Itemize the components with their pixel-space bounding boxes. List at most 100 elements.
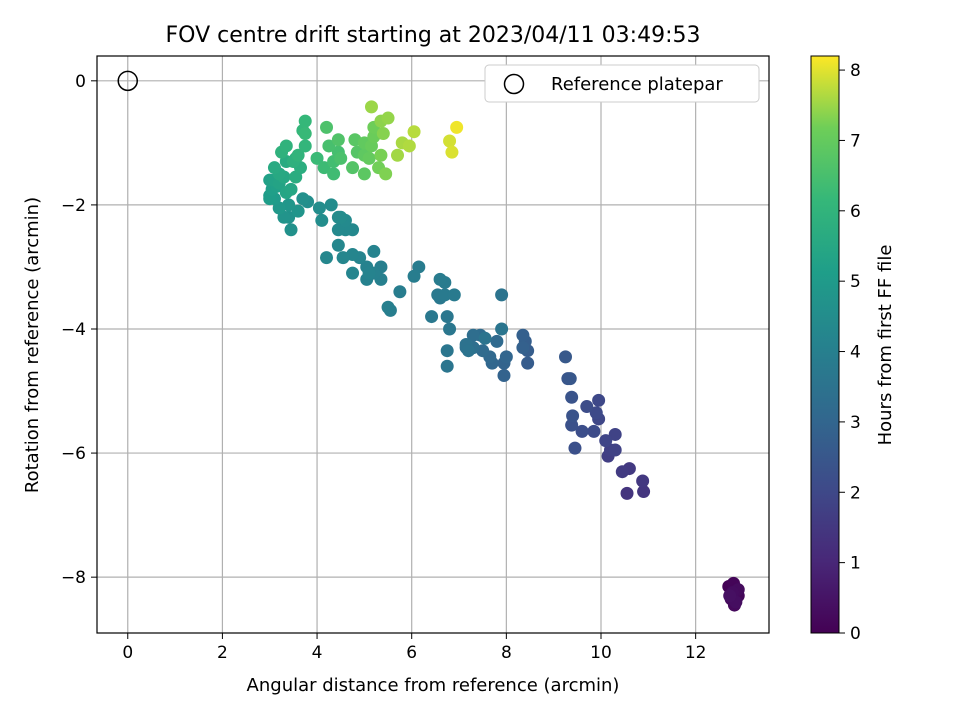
data-point — [466, 328, 480, 342]
data-point — [438, 288, 452, 302]
data-point — [362, 266, 376, 280]
data-point — [324, 198, 338, 212]
data-point — [374, 148, 388, 162]
data-point — [279, 139, 293, 153]
data-point — [559, 350, 573, 364]
x-tick-label: 12 — [685, 643, 707, 663]
data-point — [296, 192, 310, 206]
data-point — [376, 127, 390, 141]
data-point — [320, 120, 334, 134]
x-tick-label: 4 — [312, 643, 323, 663]
data-point — [327, 167, 341, 181]
data-point — [334, 151, 348, 165]
data-point — [391, 148, 405, 162]
data-point — [331, 238, 345, 252]
data-point — [440, 344, 454, 358]
legend: Reference platepar — [484, 64, 760, 103]
data-point — [615, 465, 629, 479]
data-point — [521, 356, 535, 370]
x-axis-label: Angular distance from reference (arcmin) — [247, 675, 620, 696]
x-axis-ticks: 0 2 4 6 8 10 12 — [122, 633, 706, 663]
data-point — [516, 328, 530, 342]
data-point — [499, 350, 513, 364]
data-point — [364, 100, 378, 114]
data-point — [312, 201, 326, 215]
colorbar-tick-label: 8 — [850, 61, 861, 81]
data-point — [497, 369, 511, 383]
colorbar: 0 1 2 3 4 5 6 7 8 Hours from first FF file — [810, 55, 896, 644]
chart-title: FOV centre drift starting at 2023/04/11 … — [166, 23, 701, 48]
colorbar-gradient — [810, 55, 840, 634]
data-point — [563, 372, 577, 386]
reference-marker — [117, 70, 139, 92]
data-point — [478, 331, 492, 345]
data-point — [565, 390, 579, 404]
data-point — [440, 359, 454, 373]
data-point — [357, 167, 371, 181]
data-point — [566, 409, 580, 423]
data-point — [291, 148, 305, 162]
colorbar-tick-label: 5 — [850, 272, 861, 292]
y-tick-label: 0 — [75, 72, 86, 92]
plot-area: 0 2 4 6 8 10 12 0 −2 −4 −6 −8 — [61, 55, 770, 663]
x-tick-label: 8 — [501, 643, 512, 663]
data-point — [447, 288, 461, 302]
data-point — [608, 427, 622, 441]
colorbar-ticks: 0 1 2 3 4 5 6 7 8 — [839, 61, 861, 644]
data-point — [637, 485, 651, 499]
data-point — [407, 269, 421, 283]
colorbar-label: Hours from first FF file — [875, 245, 896, 446]
data-point — [379, 167, 393, 181]
legend-marker-icon — [503, 73, 525, 95]
data-point — [608, 443, 622, 457]
x-tick-label: 0 — [122, 643, 133, 663]
data-point — [440, 310, 454, 324]
data-point — [490, 334, 504, 348]
data-point — [723, 589, 737, 603]
data-point — [331, 223, 345, 237]
data-point — [317, 161, 331, 175]
data-point — [425, 310, 439, 324]
y-tick-label: −4 — [61, 320, 86, 340]
data-point — [362, 151, 376, 165]
colorbar-tick-label: 6 — [850, 202, 861, 222]
plot-background — [97, 56, 769, 633]
y-tick-label: −8 — [61, 568, 86, 588]
x-tick-label: 6 — [406, 643, 417, 663]
y-axis-ticks: 0 −2 −4 −6 −8 — [61, 72, 97, 588]
data-point — [443, 134, 457, 148]
data-point — [450, 120, 464, 134]
data-point — [599, 434, 613, 448]
colorbar-tick-label: 0 — [850, 624, 861, 644]
data-point — [315, 213, 329, 227]
data-point — [381, 300, 395, 314]
data-point — [381, 111, 395, 125]
data-point — [636, 474, 650, 488]
legend-box — [484, 64, 760, 103]
y-tick-label: −2 — [61, 196, 86, 216]
data-point — [580, 400, 594, 414]
data-point — [516, 341, 530, 355]
data-point — [402, 139, 416, 153]
data-point — [587, 424, 601, 438]
data-point — [443, 322, 457, 336]
data-point — [445, 145, 459, 159]
data-point — [495, 288, 509, 302]
colorbar-tick-label: 7 — [850, 131, 861, 151]
data-point — [433, 272, 447, 286]
data-point — [291, 204, 305, 218]
data-point — [298, 114, 312, 128]
data-point — [575, 424, 589, 438]
data-point — [568, 441, 582, 455]
x-tick-label: 2 — [217, 643, 228, 663]
data-point — [334, 210, 348, 224]
y-tick-label: −6 — [61, 444, 86, 464]
data-point — [393, 285, 407, 299]
data-point — [407, 125, 421, 139]
data-point — [620, 486, 634, 500]
legend-label: Reference platepar — [551, 74, 723, 95]
data-point — [331, 133, 345, 147]
data-point — [298, 127, 312, 141]
data-point — [589, 406, 603, 420]
data-point — [336, 251, 350, 265]
